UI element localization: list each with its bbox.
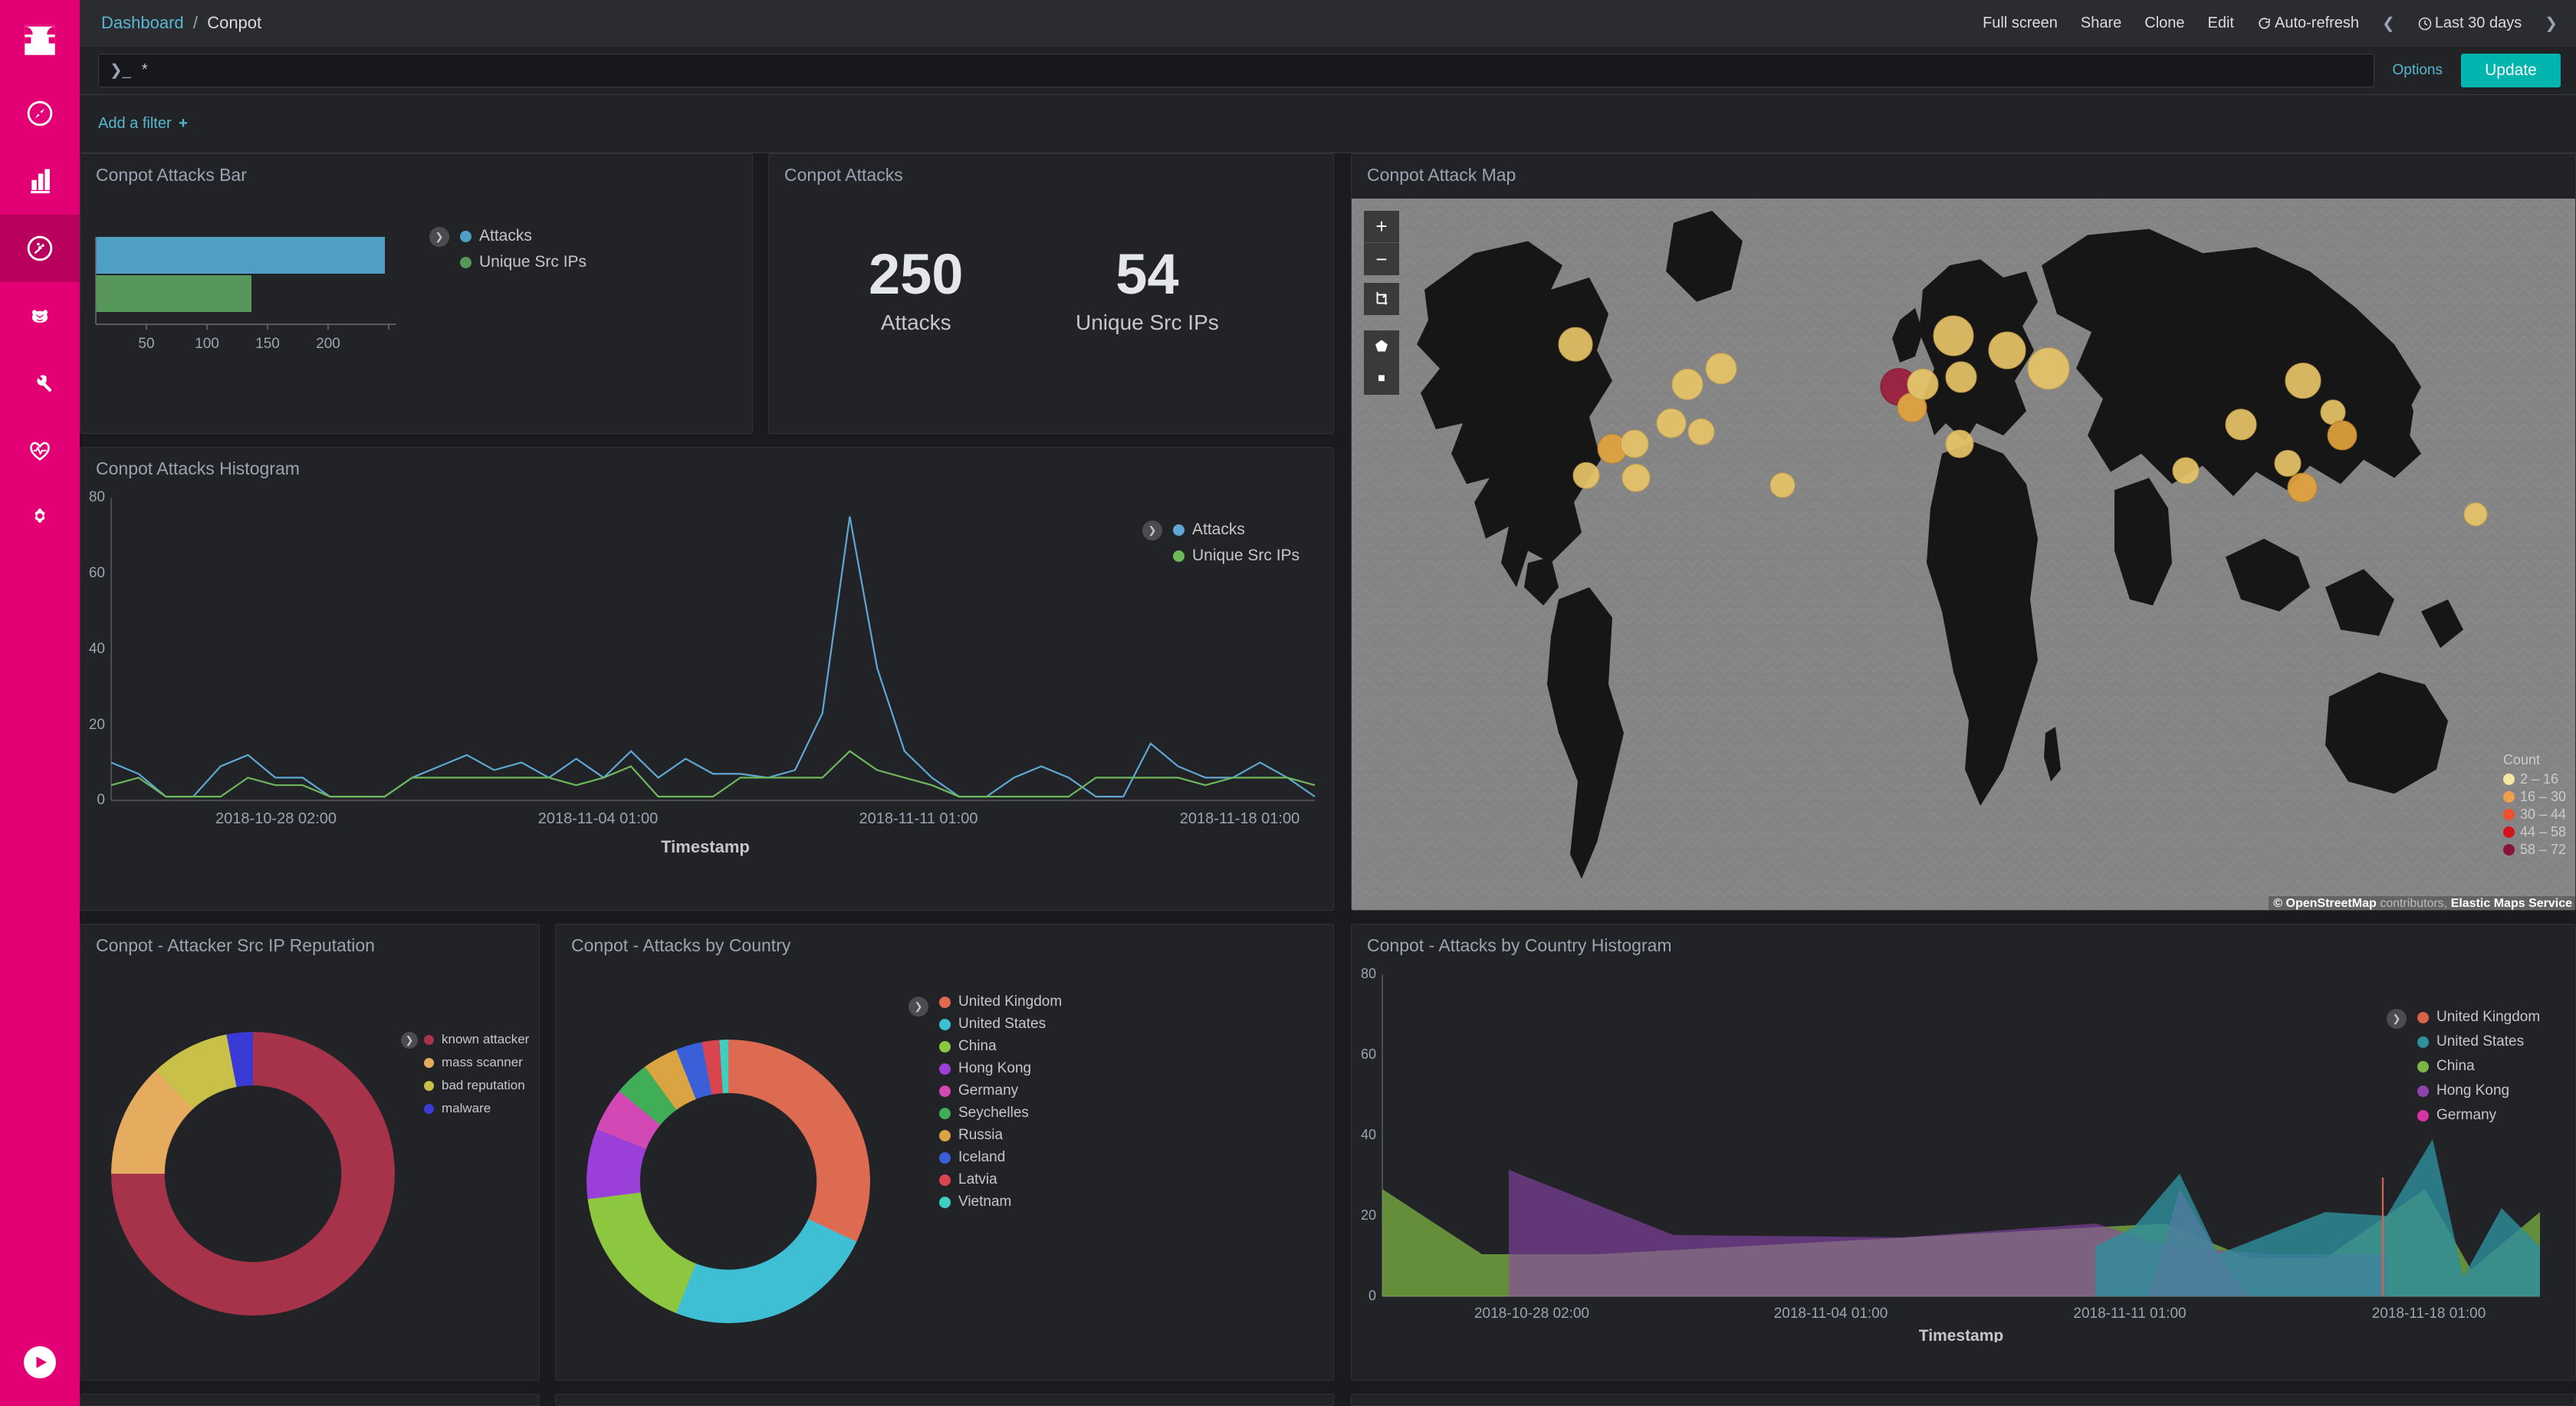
svg-text:2018-10-28 02:00: 2018-10-28 02:00: [1474, 1306, 1589, 1322]
svg-text:20: 20: [89, 717, 105, 733]
svg-text:Timestamp: Timestamp: [1919, 1327, 2004, 1342]
svg-text:Timestamp: Timestamp: [661, 837, 750, 856]
svg-text:0: 0: [97, 792, 105, 808]
svg-text:80: 80: [89, 489, 105, 505]
svg-text:80: 80: [1361, 966, 1376, 981]
svg-text:40: 40: [89, 641, 105, 657]
svg-text:100: 100: [195, 336, 219, 352]
svg-text:2018-11-11 01:00: 2018-11-11 01:00: [2073, 1306, 2186, 1322]
svg-text:150: 150: [255, 336, 280, 352]
svg-text:40: 40: [1361, 1127, 1376, 1142]
svg-text:60: 60: [89, 565, 105, 581]
svg-text:2018-11-04 01:00: 2018-11-04 01:00: [538, 810, 658, 827]
svg-text:20: 20: [1361, 1207, 1376, 1223]
svg-text:60: 60: [1361, 1046, 1376, 1062]
svg-text:50: 50: [138, 336, 154, 352]
svg-text:0: 0: [1368, 1288, 1376, 1303]
svg-text:200: 200: [316, 336, 340, 352]
svg-text:2018-10-28 02:00: 2018-10-28 02:00: [215, 810, 337, 827]
svg-text:2018-11-04 01:00: 2018-11-04 01:00: [1774, 1306, 1888, 1322]
svg-text:2018-11-18 01:00: 2018-11-18 01:00: [1180, 810, 1300, 827]
svg-text:2018-11-18 01:00: 2018-11-18 01:00: [2372, 1306, 2486, 1322]
svg-text:2018-11-11 01:00: 2018-11-11 01:00: [859, 810, 978, 827]
